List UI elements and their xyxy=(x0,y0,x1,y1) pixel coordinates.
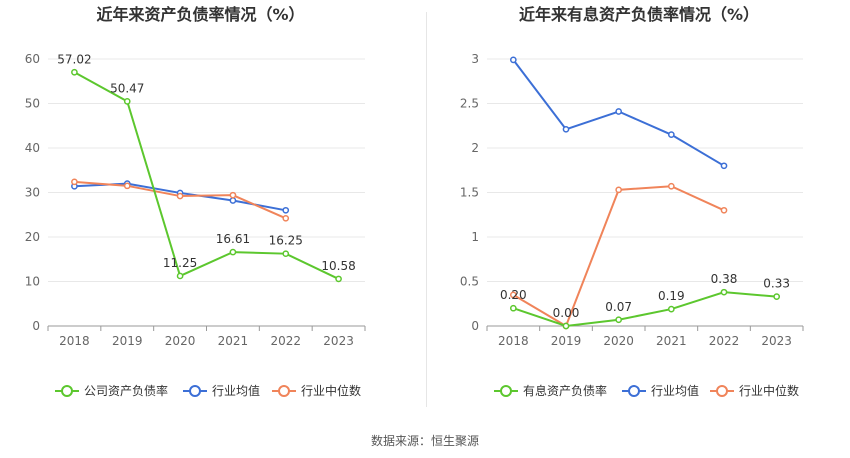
x-tick-label: 2019 xyxy=(551,334,582,348)
data-label: 0.20 xyxy=(500,288,527,302)
data-point-company xyxy=(282,250,290,258)
y-tick-label: 0 xyxy=(32,319,40,333)
data-point-company xyxy=(509,304,517,312)
data-label: 0.38 xyxy=(711,272,738,286)
data-label: 11.25 xyxy=(163,256,197,270)
data-point-industry-average xyxy=(282,206,290,214)
data-point-company xyxy=(71,68,78,76)
legend-label: 行业中位数 xyxy=(739,383,799,398)
data-point-company xyxy=(229,248,237,256)
x-tick-label: 2020 xyxy=(603,334,634,348)
legend-label: 有息资产负债率 xyxy=(523,383,607,398)
data-point-company xyxy=(123,98,131,105)
legend-label: 公司资产负债率 xyxy=(84,383,168,398)
data-point-company xyxy=(176,272,184,280)
legend-swatch-marker xyxy=(278,385,290,397)
series-line-company xyxy=(73,71,340,280)
x-tick-label: 2018 xyxy=(59,334,90,348)
y-tick-label: 30 xyxy=(25,186,40,200)
legend-item-company[interactable]: 有息资产负债率 xyxy=(494,383,607,398)
data-point-industry-median xyxy=(282,214,290,222)
y-tick-label: 3 xyxy=(471,52,479,66)
data-point-industry-average xyxy=(615,108,623,115)
x-tick-label: 2020 xyxy=(165,334,196,348)
legend-item-company[interactable]: 公司资产负债率 xyxy=(55,383,168,398)
y-tick-label: 1 xyxy=(471,230,479,244)
y-tick-label: 2.5 xyxy=(460,97,479,111)
x-tick-label: 2023 xyxy=(761,334,792,348)
data-point-industry-average xyxy=(720,162,728,170)
data-label: 57.02 xyxy=(57,52,91,66)
data-point-industry-median xyxy=(229,191,237,199)
series-line-industry-median xyxy=(74,180,287,220)
data-label: 16.61 xyxy=(216,232,250,246)
x-tick-label: 2021 xyxy=(656,334,687,348)
legend-label: 行业均值 xyxy=(212,383,260,398)
legend-swatch-marker xyxy=(628,385,640,397)
legend-swatch-marker xyxy=(189,385,201,397)
data-source-note: 数据来源：恒生聚源 xyxy=(370,434,479,448)
data-point-industry-median xyxy=(615,186,623,194)
legend-item-industry-average[interactable]: 行业均值 xyxy=(183,383,260,398)
legend-label: 行业均值 xyxy=(651,383,699,398)
data-label: 16.25 xyxy=(269,234,303,248)
y-tick-label: 1.5 xyxy=(460,186,479,200)
data-point-industry-median xyxy=(720,206,728,214)
legend-item-industry-median[interactable]: 行业中位数 xyxy=(710,383,799,398)
y-tick-label: 40 xyxy=(25,141,40,155)
legend-label: 行业中位数 xyxy=(301,383,361,398)
y-tick-label: 0 xyxy=(471,319,479,333)
data-point-company xyxy=(667,305,675,313)
data-point-industry-average xyxy=(562,125,570,133)
chart-title: 近年来有息资产负债率情况（%） xyxy=(519,5,759,24)
data-label: 50.47 xyxy=(110,81,144,95)
data-point-industry-median xyxy=(71,178,78,186)
y-tick-label: 60 xyxy=(25,52,40,66)
x-tick-label: 2022 xyxy=(709,334,740,348)
data-point-company xyxy=(773,293,781,300)
data-point-industry-average xyxy=(509,56,517,64)
data-point-industry-average xyxy=(667,131,675,138)
y-tick-label: 0.5 xyxy=(460,275,479,289)
data-point-company xyxy=(562,322,570,330)
data-label: 0.33 xyxy=(763,277,790,291)
x-tick-label: 2019 xyxy=(112,334,143,348)
legend-item-industry-average[interactable]: 行业均值 xyxy=(622,383,699,398)
data-point-company xyxy=(335,275,342,283)
data-point-industry-average xyxy=(229,197,237,204)
chart-panel-interest-debt-ratio: 近年来有息资产负债率情况（%） 0 0.5 1 1.5 2 2.5 3 2018 2019 2020… xyxy=(425,0,850,420)
y-tick-label: 2 xyxy=(471,141,479,155)
chart-panel-debt-ratio: 近年来资产负债率情况（%） 0 10 20 30 40 50 60 2018 2019 2020 20… xyxy=(0,0,425,420)
debt-ratio-chart: 近年来资产负债率情况（%） 0 10 20 30 40 50 60 2018 2019 2020 20… xyxy=(25,5,366,398)
x-tick-label: 2022 xyxy=(270,334,301,348)
data-label: 10.58 xyxy=(321,259,355,273)
data-point-industry-median xyxy=(667,182,675,190)
data-label: 0.07 xyxy=(605,300,632,314)
data-point-company xyxy=(720,288,728,296)
legend-swatch-marker xyxy=(716,385,728,397)
legend-item-industry-median[interactable]: 行业中位数 xyxy=(272,383,361,398)
data-label: 0.19 xyxy=(658,289,685,303)
data-point-industry-median xyxy=(123,182,131,190)
y-tick-label: 20 xyxy=(25,230,40,244)
legend-swatch-marker xyxy=(61,385,73,397)
data-point-industry-median xyxy=(176,192,184,200)
data-point-industry-median xyxy=(509,291,517,299)
chart-title: 近年来资产负债率情况（%） xyxy=(96,5,304,24)
y-tick-label: 10 xyxy=(25,275,40,289)
data-point-company xyxy=(615,316,623,324)
interest-debt-ratio-chart: 近年来有息资产负债率情况（%） 0 0.5 1 1.5 2 2.5 3 2018 2019 2020… xyxy=(460,5,804,398)
y-tick-label: 50 xyxy=(25,97,40,111)
panel-divider xyxy=(426,12,427,407)
x-tick-label: 2021 xyxy=(218,334,249,348)
data-label: 0.00 xyxy=(553,306,580,320)
x-tick-label: 2018 xyxy=(498,334,529,348)
x-tick-label: 2023 xyxy=(323,334,354,348)
series-line-company xyxy=(513,291,777,328)
legend-swatch-marker xyxy=(500,385,512,397)
